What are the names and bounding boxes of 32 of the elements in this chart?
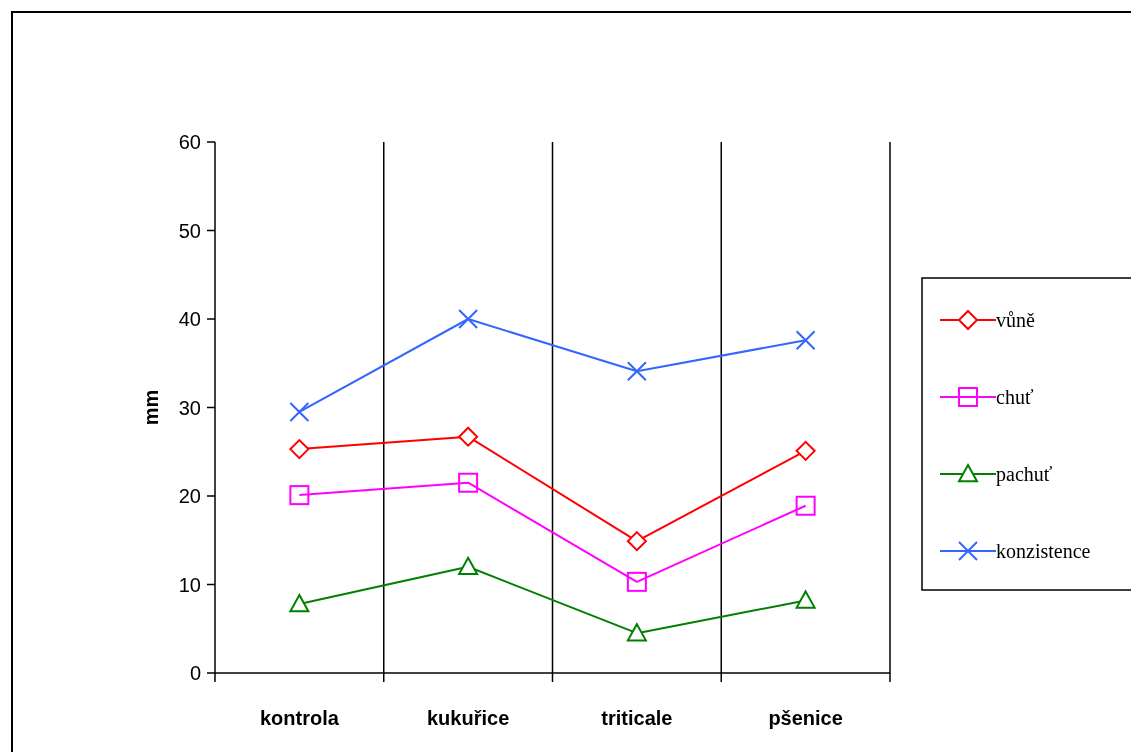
point	[626, 531, 647, 552]
point	[289, 439, 310, 460]
point	[626, 623, 647, 642]
point	[795, 495, 816, 516]
x-tick-label: kontrola	[259, 707, 340, 729]
point	[289, 593, 310, 613]
point	[795, 590, 816, 609]
y-axis-title: mm	[140, 389, 162, 426]
y-tick-label: 50	[178, 219, 201, 242]
y-tick-label: 10	[178, 573, 201, 596]
point	[458, 309, 479, 329]
y-tick-label: 0	[189, 662, 201, 684]
x-tick-label: pšenice	[768, 707, 843, 729]
legend-label: pachuť	[996, 463, 1053, 486]
y-tick-label: 30	[178, 396, 201, 419]
point	[289, 485, 310, 506]
point	[795, 330, 816, 351]
point	[795, 440, 816, 461]
legend-label: konzistence	[996, 540, 1091, 562]
point	[458, 426, 479, 447]
legend-label: chuť	[996, 386, 1034, 408]
x-tick-label: kukuřice	[426, 707, 510, 729]
point	[289, 401, 310, 422]
y-tick-label: 60	[178, 131, 201, 153]
x-tick-label: triticale	[601, 707, 673, 729]
point	[458, 556, 479, 575]
point	[458, 472, 479, 493]
y-tick-label: 40	[178, 308, 201, 330]
legend-label: vůně	[996, 309, 1035, 331]
point	[626, 361, 647, 382]
y-tick-label: 20	[178, 485, 201, 507]
point	[626, 571, 647, 592]
